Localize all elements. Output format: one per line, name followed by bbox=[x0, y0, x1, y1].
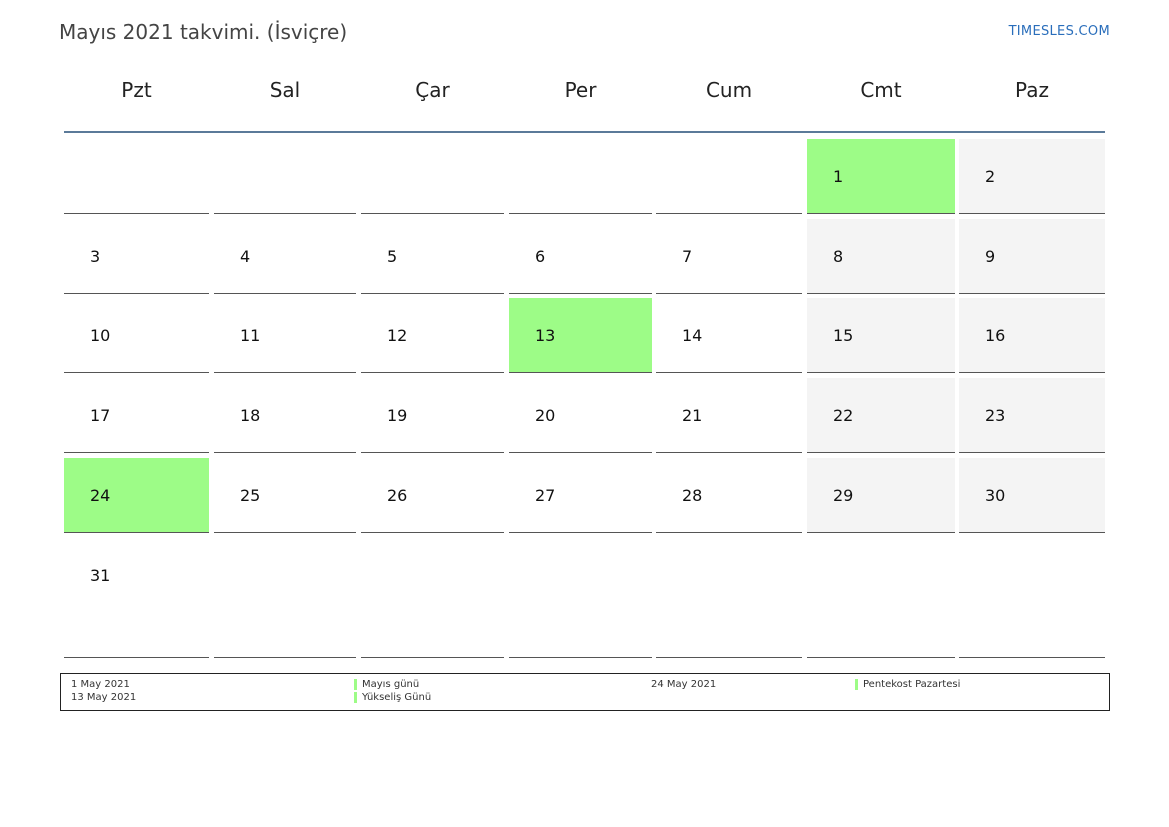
day-number: 23 bbox=[985, 406, 1006, 425]
day-cell-1[interactable]: 1 bbox=[807, 139, 955, 214]
day-number: 27 bbox=[535, 486, 556, 505]
day-cell-25[interactable]: 25 bbox=[214, 458, 356, 533]
day-number: 1 bbox=[833, 167, 844, 186]
day-number: 2 bbox=[985, 167, 996, 186]
day-cell-10[interactable]: 10 bbox=[64, 298, 209, 373]
weekday-2: Çar bbox=[415, 78, 450, 102]
day-cell-15[interactable]: 15 bbox=[807, 298, 955, 373]
legend-holiday-name: Mayıs günü bbox=[362, 679, 420, 690]
day-number: 14 bbox=[682, 326, 703, 345]
legend-holiday-name: Yükseliş Günü bbox=[362, 692, 432, 703]
page-title: Mayıs 2021 takvimi. (İsviçre) bbox=[59, 20, 348, 44]
empty-cell bbox=[509, 538, 652, 658]
legend-date: 13 May 2021 bbox=[71, 692, 137, 703]
legend-marker bbox=[354, 679, 357, 690]
day-number: 26 bbox=[387, 486, 408, 505]
day-cell-30[interactable]: 30 bbox=[959, 458, 1105, 533]
day-number: 11 bbox=[240, 326, 261, 345]
day-cell-20[interactable]: 20 bbox=[509, 378, 652, 453]
weekday-0: Pzt bbox=[121, 78, 152, 102]
day-number: 30 bbox=[985, 486, 1006, 505]
day-number: 6 bbox=[535, 247, 546, 266]
day-cell-18[interactable]: 18 bbox=[214, 378, 356, 453]
empty-cell bbox=[214, 538, 356, 658]
day-number: 16 bbox=[985, 326, 1006, 345]
empty-cell bbox=[807, 538, 955, 658]
day-cell-23[interactable]: 23 bbox=[959, 378, 1105, 453]
weekday-4: Cum bbox=[705, 78, 753, 102]
day-number: 31 bbox=[90, 566, 111, 585]
brand-link[interactable]: TIMESLES.COM bbox=[1008, 24, 1110, 39]
empty-cell bbox=[214, 139, 356, 214]
day-number: 10 bbox=[90, 326, 111, 345]
legend-holiday-name: Pentekost Pazartesi bbox=[863, 679, 961, 690]
weekday-6: Paz bbox=[1015, 78, 1049, 102]
day-number: 4 bbox=[240, 247, 251, 266]
empty-cell bbox=[361, 139, 504, 214]
weekday-1: Sal bbox=[269, 78, 301, 102]
day-cell-7[interactable]: 7 bbox=[656, 219, 802, 294]
day-number: 5 bbox=[387, 247, 398, 266]
day-number: 20 bbox=[535, 406, 556, 425]
header-divider bbox=[64, 131, 1105, 133]
weekday-header-row: Pzt Sal Çar Per Cum Cmt Paz bbox=[64, 78, 1105, 118]
day-number: 22 bbox=[833, 406, 854, 425]
day-cell-28[interactable]: 28 bbox=[656, 458, 802, 533]
day-cell-16[interactable]: 16 bbox=[959, 298, 1105, 373]
legend-marker bbox=[855, 679, 858, 690]
legend-date: 24 May 2021 bbox=[651, 679, 717, 690]
empty-cell bbox=[509, 139, 652, 214]
day-cell-24[interactable]: 24 bbox=[64, 458, 209, 533]
day-number: 3 bbox=[90, 247, 101, 266]
empty-cell bbox=[959, 538, 1105, 658]
day-number: 8 bbox=[833, 247, 844, 266]
day-number: 28 bbox=[682, 486, 703, 505]
day-cell-12[interactable]: 12 bbox=[361, 298, 504, 373]
empty-cell bbox=[656, 538, 802, 658]
day-cell-13[interactable]: 13 bbox=[509, 298, 652, 373]
empty-cell bbox=[64, 139, 209, 214]
empty-cell bbox=[656, 139, 802, 214]
weekday-3: Per bbox=[564, 78, 597, 102]
day-cell-6[interactable]: 6 bbox=[509, 219, 652, 294]
day-number: 24 bbox=[90, 486, 111, 505]
day-number: 18 bbox=[240, 406, 261, 425]
day-number: 7 bbox=[682, 247, 693, 266]
legend-date: 1 May 2021 bbox=[71, 679, 130, 690]
day-cell-17[interactable]: 17 bbox=[64, 378, 209, 453]
day-number: 13 bbox=[535, 326, 556, 345]
day-cell-11[interactable]: 11 bbox=[214, 298, 356, 373]
day-cell-26[interactable]: 26 bbox=[361, 458, 504, 533]
day-cell-22[interactable]: 22 bbox=[807, 378, 955, 453]
day-cell-19[interactable]: 19 bbox=[361, 378, 504, 453]
day-cell-21[interactable]: 21 bbox=[656, 378, 802, 453]
empty-cell bbox=[361, 538, 504, 658]
day-number: 17 bbox=[90, 406, 111, 425]
day-cell-9[interactable]: 9 bbox=[959, 219, 1105, 294]
day-number: 15 bbox=[833, 326, 854, 345]
day-cell-29[interactable]: 29 bbox=[807, 458, 955, 533]
day-number: 25 bbox=[240, 486, 261, 505]
day-number: 12 bbox=[387, 326, 408, 345]
day-cell-3[interactable]: 3 bbox=[64, 219, 209, 294]
day-number: 19 bbox=[387, 406, 408, 425]
day-cell-8[interactable]: 8 bbox=[807, 219, 955, 294]
day-cell-4[interactable]: 4 bbox=[214, 219, 356, 294]
day-cell-5[interactable]: 5 bbox=[361, 219, 504, 294]
day-number: 21 bbox=[682, 406, 703, 425]
holiday-legend: 1 May 2021 Mayıs günü 24 May 2021 Pentekost… bbox=[60, 673, 1110, 711]
day-cell-27[interactable]: 27 bbox=[509, 458, 652, 533]
day-cell-2[interactable]: 2 bbox=[959, 139, 1105, 214]
day-number: 9 bbox=[985, 247, 996, 266]
legend-marker bbox=[354, 692, 357, 703]
day-cell-14[interactable]: 14 bbox=[656, 298, 802, 373]
day-number: 29 bbox=[833, 486, 854, 505]
weekday-5: Cmt bbox=[860, 78, 902, 102]
day-cell-31[interactable]: 31 bbox=[64, 538, 209, 658]
